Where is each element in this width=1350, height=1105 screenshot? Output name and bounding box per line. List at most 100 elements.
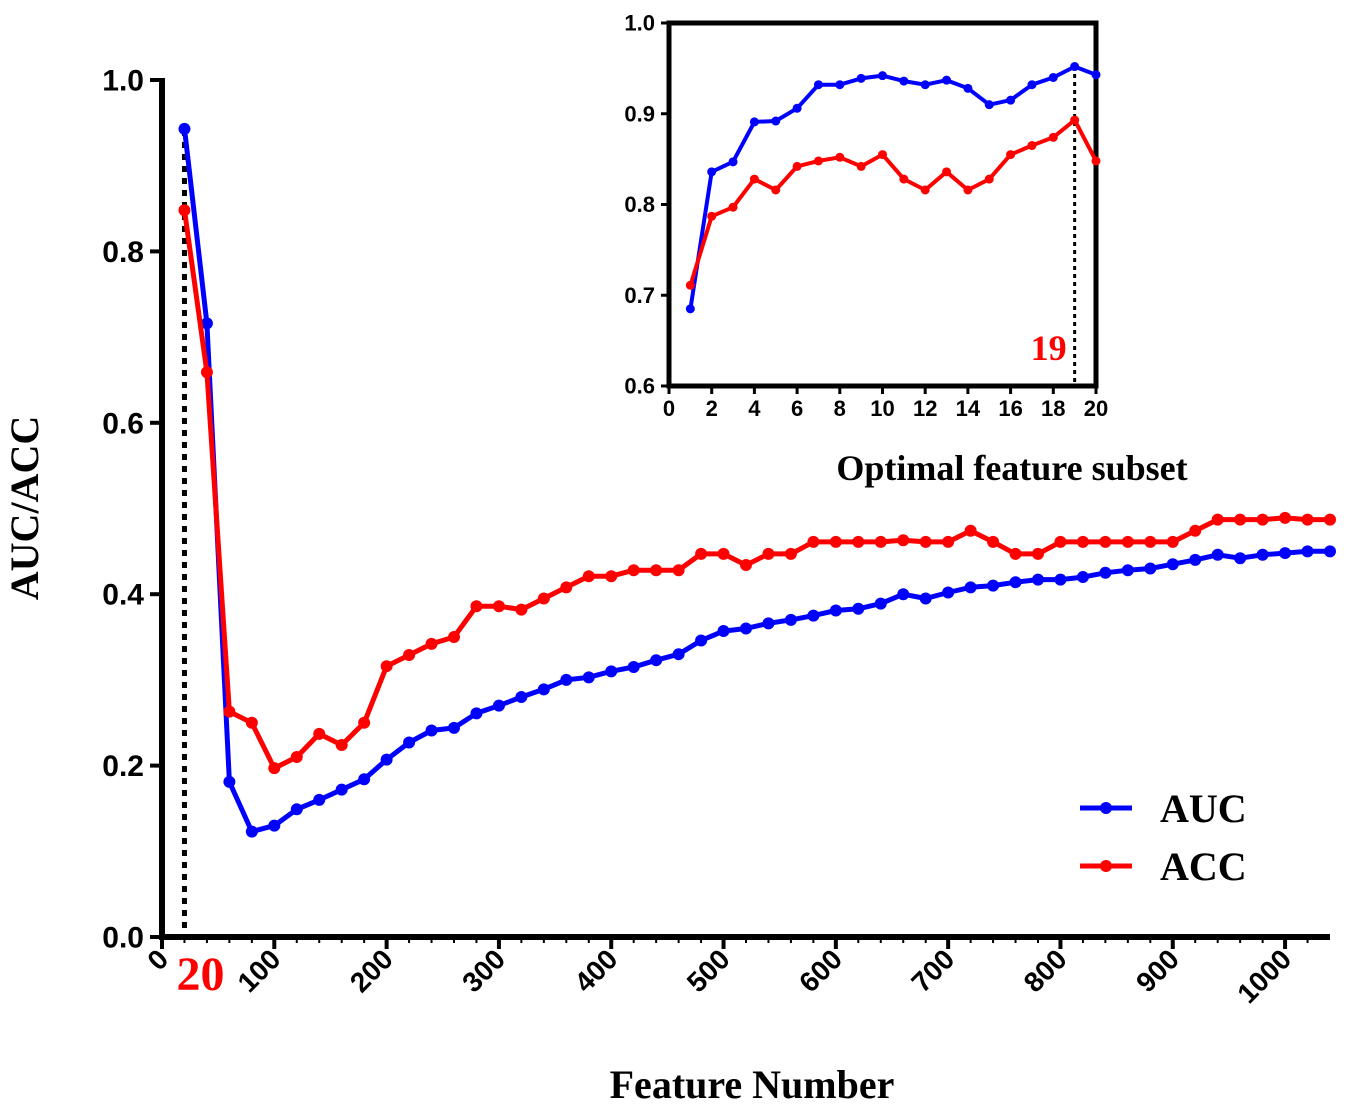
main-series-acc-point	[515, 603, 528, 616]
inset-series-acc-point	[942, 167, 952, 177]
inset-y-tick-label: 0.8	[624, 192, 655, 217]
main-series-auc-point	[1301, 545, 1314, 558]
main-series-acc-point	[268, 762, 281, 775]
main-series-auc-point	[1032, 573, 1044, 586]
main-series-auc-point	[942, 586, 955, 599]
inset-x-tick-label: 8	[834, 396, 846, 421]
main-x-tick-label: 300	[456, 943, 511, 998]
inset-series-acc-point	[685, 280, 695, 290]
main-series-auc-point	[627, 661, 640, 674]
main-series-auc-point	[762, 617, 775, 630]
main-series-acc-point	[784, 547, 797, 560]
inset-x-tick-label: 0	[663, 396, 675, 421]
main-series-acc-point	[852, 535, 865, 548]
inset-series-acc-point	[963, 185, 973, 195]
main-series-auc-point	[492, 699, 505, 712]
main-series-auc-point	[1189, 553, 1202, 566]
main-series-auc-point	[1099, 566, 1112, 579]
main-series-acc-point	[448, 631, 460, 644]
inset-series-auc-point	[707, 167, 717, 177]
main-series-auc-point	[245, 825, 258, 838]
main-series-acc-point	[1144, 535, 1157, 548]
inset-series-auc-point	[1027, 80, 1037, 90]
inset-series-acc-point	[878, 150, 887, 160]
inset-series-acc-point	[984, 174, 994, 184]
inset-series-auc-point	[963, 83, 973, 93]
main-x-tick-label: 900	[1130, 943, 1185, 998]
main-series-acc-point	[178, 204, 191, 217]
main-series-auc-point	[1054, 573, 1067, 586]
main-series-acc-point	[672, 564, 685, 577]
inset-series-acc-point	[771, 185, 781, 195]
inset-series-acc-point	[813, 156, 823, 166]
main-series-acc-point	[380, 660, 393, 673]
main-series-auc-point	[335, 783, 348, 796]
main-series-acc-point	[919, 535, 932, 548]
inset-x-tick-label: 20	[1084, 396, 1108, 421]
main-x-tick-label: 400	[569, 943, 624, 998]
main-series-acc-point	[1301, 513, 1314, 526]
main-x-tick-label: 600	[793, 943, 848, 998]
main-series-auc-point	[425, 724, 438, 737]
main-series-auc-point	[807, 609, 820, 622]
main-x-tick-label: 200	[344, 943, 399, 998]
inset-series-auc-point	[749, 117, 759, 127]
legend-marker-acc	[1100, 860, 1112, 872]
inset-x-tick-label: 16	[998, 396, 1022, 421]
inset-series-auc-line	[688, 64, 1097, 310]
main-series-auc-point	[650, 654, 663, 667]
inset-chart: 0.6 0.7 0.8 0.9 1.0 0 2 4 6 8 10 12 14 16 18 20 19 Optima…	[624, 11, 1187, 488]
main-series-auc-point	[448, 721, 460, 734]
inset-x-tick-label: 6	[791, 396, 803, 421]
main-series-acc-point	[807, 535, 820, 548]
inset-series-auc-point	[1070, 62, 1080, 72]
main-series-acc-point	[582, 570, 595, 583]
inset-series-acc-point	[835, 152, 845, 162]
main-series-acc-point	[695, 547, 708, 560]
main-series-auc-point	[672, 648, 685, 661]
main-x-tick-label: 800	[1018, 943, 1073, 998]
main-x-tick-label: 500	[681, 943, 736, 998]
main-series-auc-point	[290, 803, 303, 816]
inset-x-tick-label: 12	[913, 396, 937, 421]
inset-series-acc-point	[1027, 141, 1037, 151]
main-series-auc-point	[358, 773, 371, 786]
main-series-auc-point	[537, 683, 550, 696]
main-x-tick-label: 1000	[1231, 943, 1297, 1009]
main-series-acc-point	[605, 570, 618, 583]
main-series-auc-point	[268, 819, 281, 832]
inset-series-acc-point	[920, 185, 930, 195]
inset-y-tick-label: 0.9	[624, 101, 655, 126]
main-y-tick-label: 0.6	[102, 407, 144, 440]
inset-series-auc-point	[835, 80, 845, 90]
main-series-auc-point	[919, 592, 932, 605]
inset-series-acc-point	[1091, 156, 1101, 166]
inset-series-acc-point	[707, 211, 717, 221]
inset-series-auc-point	[878, 71, 887, 81]
main-series-acc-point	[897, 534, 910, 547]
main-series-acc-point	[717, 547, 730, 560]
main-x-tick-label: 700	[905, 943, 960, 998]
main-series-acc-point	[627, 564, 640, 577]
main-series-acc-point	[1324, 513, 1336, 526]
main-series-auc-point	[1324, 545, 1336, 558]
main-series-acc-point	[335, 739, 348, 752]
main-series-acc-point	[874, 535, 887, 548]
main-series-acc-point	[1032, 547, 1044, 560]
main-series-auc-point	[897, 588, 910, 601]
main-series-acc-point	[313, 727, 326, 740]
inset-series-acc-point	[856, 161, 866, 171]
main-series-acc-point	[1189, 524, 1202, 537]
main-y-tick-label: 0.4	[102, 579, 144, 612]
inset-series-auc-point	[771, 116, 781, 126]
main-series-acc-point	[1121, 535, 1134, 548]
main-series-auc-point	[1234, 552, 1247, 565]
main-series-auc-point	[1144, 562, 1157, 575]
main-series-auc-point	[1256, 548, 1269, 561]
legend-marker-auc	[1100, 802, 1112, 814]
main-series-acc-point	[987, 535, 1000, 548]
main-series-acc-point	[245, 716, 258, 729]
inset-series-auc-point	[942, 75, 952, 85]
main-series-auc-point	[178, 122, 191, 135]
